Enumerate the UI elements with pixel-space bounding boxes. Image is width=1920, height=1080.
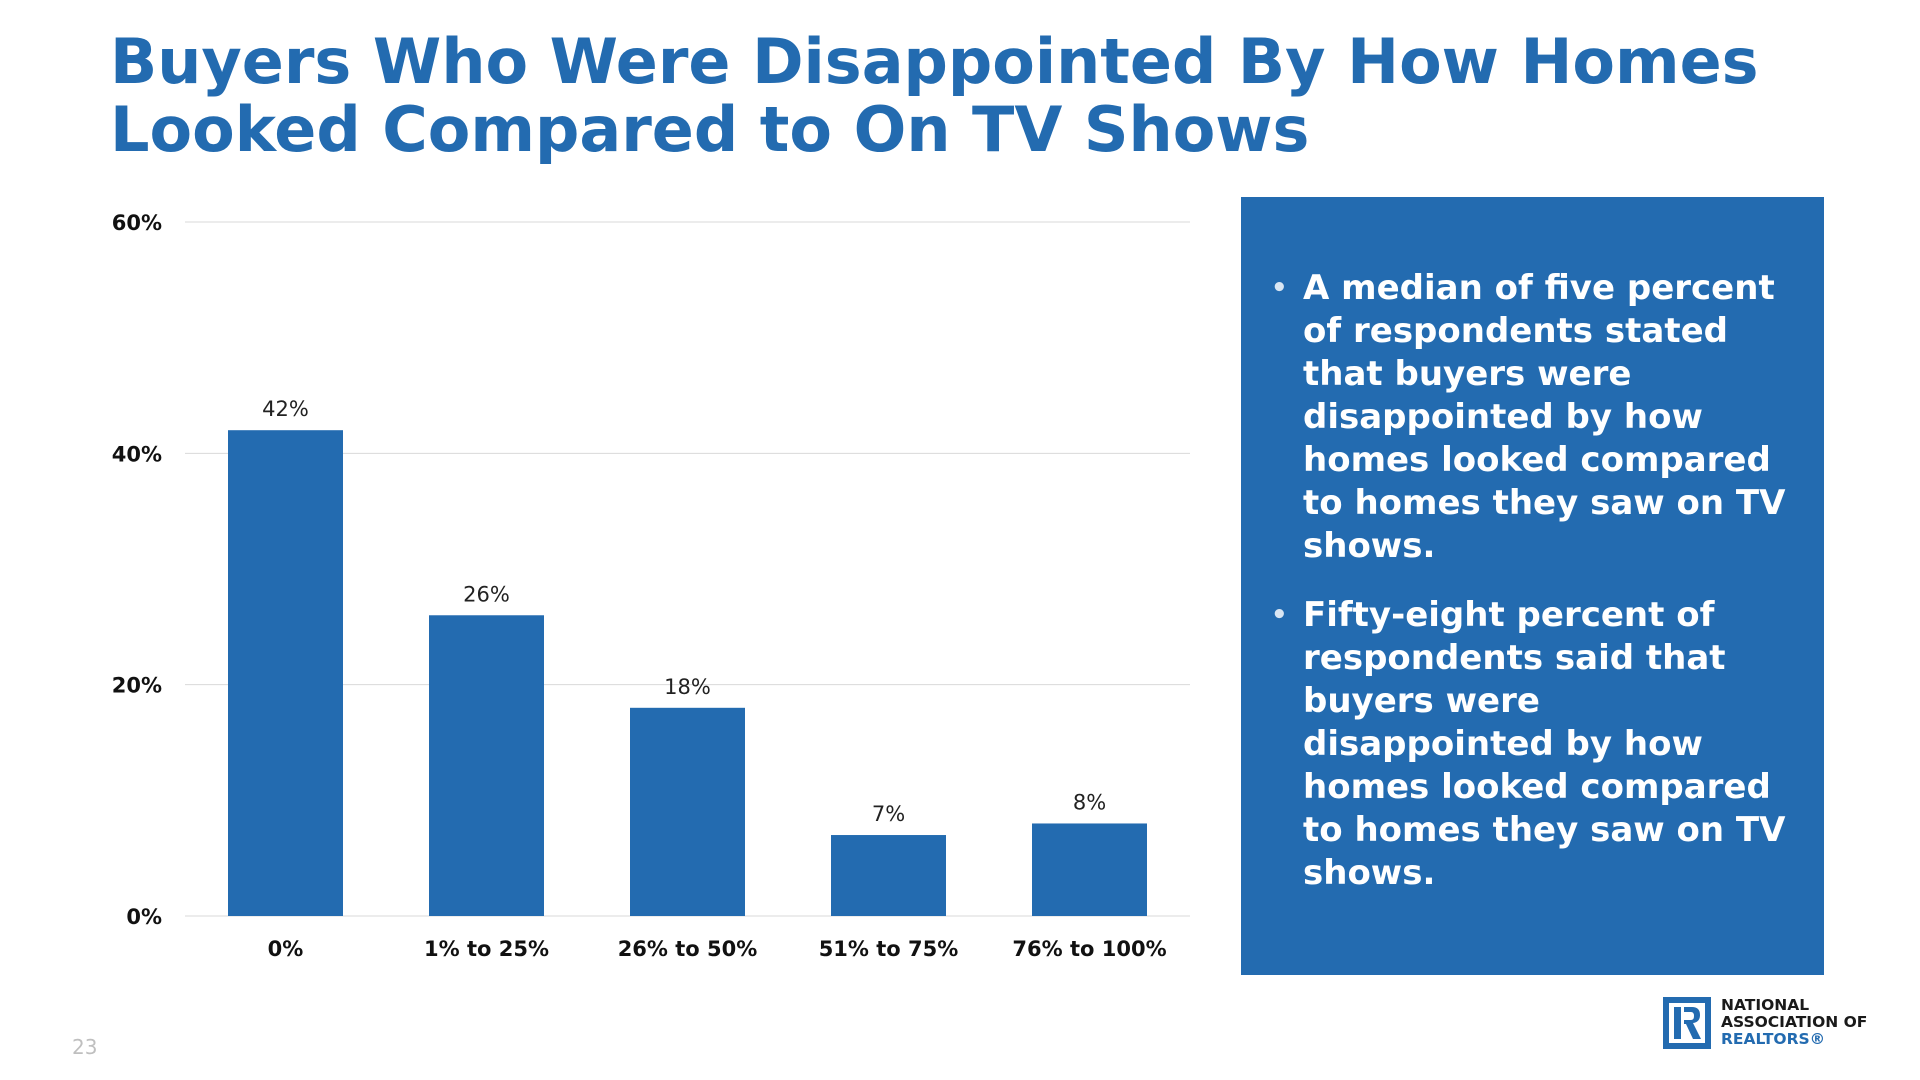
data-label: 8% (1073, 790, 1106, 814)
x-category-label: 76% to 100% (1012, 937, 1166, 961)
x-category-label: 26% to 50% (618, 937, 758, 961)
title-line-1: Buyers Who Were Disappointed By How Home… (110, 25, 1759, 98)
page-number: 23 (72, 1035, 98, 1059)
data-label: 18% (664, 675, 711, 699)
x-category-label: 0% (268, 937, 304, 961)
summary-bullet: • A median of five percent of respondent… (1267, 267, 1786, 568)
logo-text: NATIONAL ASSOCIATION OF REALTORS® (1721, 997, 1867, 1048)
bar (1032, 823, 1147, 916)
logo-line-realtors: REALTORS® (1721, 1030, 1826, 1048)
y-tick-label: 20% (112, 674, 162, 698)
title-line-2: Looked Compared to On TV Shows (110, 93, 1310, 166)
summary-bullet-text: Fifty-eight percent of respondents said … (1303, 595, 1786, 893)
data-label: 26% (463, 582, 510, 606)
bar-chart: 0% 20% 40% 60% 42% 0% 26% 1% to 25% 18% 26% to 50… (112, 211, 1190, 961)
bar (228, 430, 343, 916)
bar (831, 835, 946, 916)
y-tick-label: 0% (126, 905, 162, 929)
bar (429, 615, 544, 916)
summary-bullet-text: A median of five percent of respondents … (1303, 268, 1786, 566)
y-tick-label: 40% (112, 442, 162, 466)
slide-title: Buyers Who Were Disappointed By How Home… (110, 28, 1810, 164)
nar-logo: NATIONAL ASSOCIATION OF REALTORS® (1663, 995, 1878, 1050)
bullet-dot-icon: • (1271, 600, 1288, 630)
summary-bullet: • Fifty-eight percent of respondents sai… (1267, 594, 1786, 895)
data-label: 7% (872, 802, 905, 826)
data-label: 42% (262, 397, 309, 421)
x-category-label: 1% to 25% (424, 937, 549, 961)
bar (630, 707, 745, 916)
x-category-label: 51% to 75% (819, 937, 959, 961)
logo-line-association: ASSOCIATION OF (1721, 1013, 1868, 1031)
logo-line-national: NATIONAL (1721, 996, 1810, 1014)
y-tick-label: 60% (112, 211, 162, 235)
summary-bullets: • A median of five percent of respondent… (1267, 267, 1786, 895)
summary-panel: • A median of five percent of respondent… (1241, 197, 1824, 975)
bullet-dot-icon: • (1271, 273, 1288, 303)
realtor-r-logo-icon (1663, 997, 1711, 1049)
